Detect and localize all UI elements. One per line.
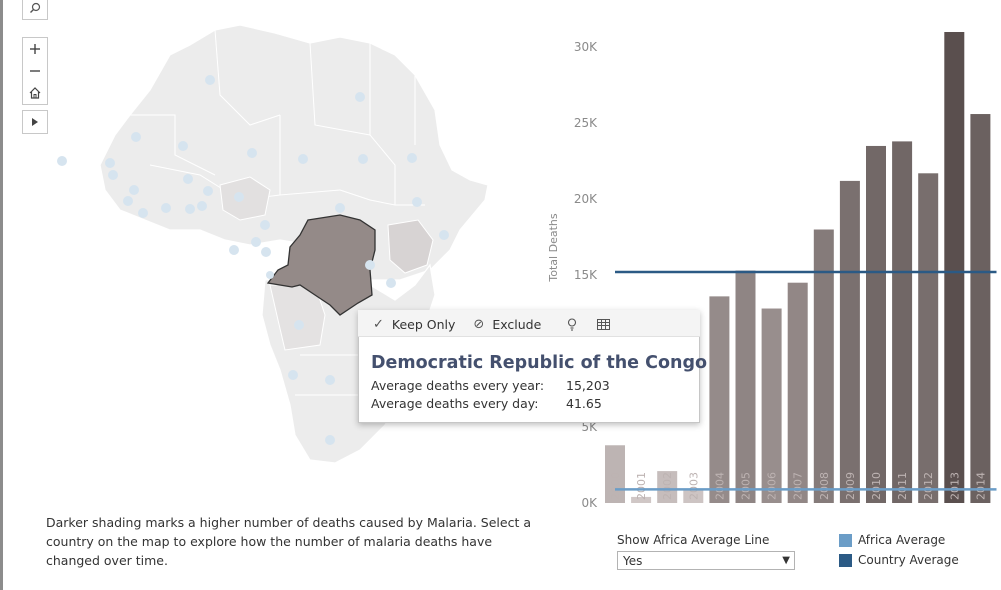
y-tick-label: 0K <box>581 496 598 510</box>
map-country-nigeria[interactable] <box>219 176 271 221</box>
tooltip-yearly-value: 15,203 <box>566 378 610 393</box>
home-icon <box>29 87 41 99</box>
tooltip-row-yearly: Average deaths every year: 15,203 <box>371 378 610 393</box>
y-axis-title: Total Deaths <box>547 213 560 282</box>
legend-swatch-africa <box>839 533 852 547</box>
map-north-africa[interactable] <box>99 24 489 281</box>
bar-2011[interactable] <box>892 141 913 503</box>
y-tick-label: 20K <box>574 192 598 206</box>
x-tick-label: 2004 <box>713 472 726 500</box>
country-tooltip: ✓ Keep Only ⊘ Exclude Democratic Republi… <box>358 310 707 423</box>
x-tick-label: 2009 <box>844 472 857 500</box>
map-expand-tool[interactable] <box>22 110 48 134</box>
view-data-icon[interactable] <box>591 318 616 330</box>
x-tick-label: 2011 <box>896 472 909 500</box>
map-search-tool[interactable] <box>22 0 48 20</box>
x-tick-label: 2012 <box>922 472 935 500</box>
map-zoom-tools <box>22 37 48 105</box>
bar-2009[interactable] <box>839 180 860 503</box>
exclude-icon: ⊘ <box>473 316 485 332</box>
checkmark-icon: ✓ <box>373 316 384 332</box>
search-icon[interactable] <box>23 0 47 19</box>
play-arrow-icon[interactable] <box>23 111 47 133</box>
x-tick-label: 2008 <box>818 472 831 500</box>
y-tick-label: 30K <box>574 40 598 54</box>
tooltip-yearly-label: Average deaths every year: <box>371 378 545 393</box>
bar-2012[interactable] <box>918 173 939 504</box>
bar-2008[interactable] <box>813 229 834 504</box>
y-tick-label: 15K <box>574 268 598 282</box>
bar-2006[interactable] <box>761 308 782 503</box>
legend-item-africa-average: Africa Average <box>839 533 945 547</box>
keep-only-button[interactable]: ✓ Keep Only <box>367 317 461 332</box>
avg-line-filter-label: Show Africa Average Line <box>617 533 770 547</box>
bar-2003[interactable] <box>683 489 704 503</box>
x-tick-label: 2005 <box>740 472 753 500</box>
tooltip-actions: ✓ Keep Only ⊘ Exclude <box>359 311 699 337</box>
x-tick-label: 2003 <box>687 472 700 500</box>
legend-label-country: Country Average <box>858 553 959 567</box>
map-dots <box>57 75 449 445</box>
bar-2001[interactable] <box>631 496 652 503</box>
x-tick-label: 2002 <box>661 472 674 500</box>
map-country-drc-selected[interactable] <box>266 214 376 316</box>
avg-line-selected-value: Yes <box>623 553 643 568</box>
tooltip-row-daily: Average deaths every day: 41.65 <box>371 396 602 411</box>
bar-2002[interactable] <box>657 471 678 503</box>
y-tick-label: 5K <box>581 420 598 434</box>
x-tick-label: 2006 <box>766 472 779 500</box>
x-tick-label: 2007 <box>792 472 805 500</box>
reset-view-button[interactable] <box>23 82 47 104</box>
x-tick-label: 2010 <box>870 472 883 500</box>
tooltip-daily-label: Average deaths every day: <box>371 396 539 411</box>
map-country-kenya[interactable] <box>387 219 434 274</box>
deaths-bar-chart: 0K5K10K15K20K25K30KTotal Deaths200020012… <box>547 32 997 510</box>
bar-2005[interactable] <box>735 270 756 503</box>
legend-label-africa: Africa Average <box>858 533 946 547</box>
tooltip-daily-value: 41.65 <box>566 396 602 411</box>
exclude-label: Exclude <box>492 316 542 332</box>
x-tick-label: 2014 <box>974 472 987 500</box>
keep-only-label: Keep Only <box>391 316 456 332</box>
x-tick-label: 2001 <box>635 472 648 500</box>
legend-item-country-average: Country Average <box>839 553 959 567</box>
zoom-out-button[interactable] <box>23 60 47 82</box>
bar-2004[interactable] <box>709 296 730 503</box>
plus-icon <box>30 44 40 54</box>
x-tick-label: 2013 <box>948 472 961 500</box>
bar-2013[interactable] <box>944 32 965 503</box>
zoom-in-button[interactable] <box>23 38 47 60</box>
lightbulb-icon[interactable] <box>561 317 583 331</box>
bar-2010[interactable] <box>866 145 886 504</box>
left-border <box>0 0 3 590</box>
bar-2007[interactable] <box>787 282 808 503</box>
tooltip-country-name: Democratic Republic of the Congo <box>371 353 708 373</box>
exclude-button[interactable]: ⊘ Exclude <box>467 317 547 332</box>
legend-swatch-country <box>839 553 852 567</box>
x-tick-label: 2000 <box>609 472 622 500</box>
dropdown-arrow-icon: ▼ <box>782 555 790 566</box>
y-tick-label: 25K <box>574 116 598 130</box>
bar-2014[interactable] <box>970 114 991 503</box>
map-description: Darker shading marks a higher number of … <box>46 515 531 568</box>
avg-line-dropdown[interactable]: Yes ▼ <box>617 551 795 570</box>
minus-icon <box>30 70 40 72</box>
